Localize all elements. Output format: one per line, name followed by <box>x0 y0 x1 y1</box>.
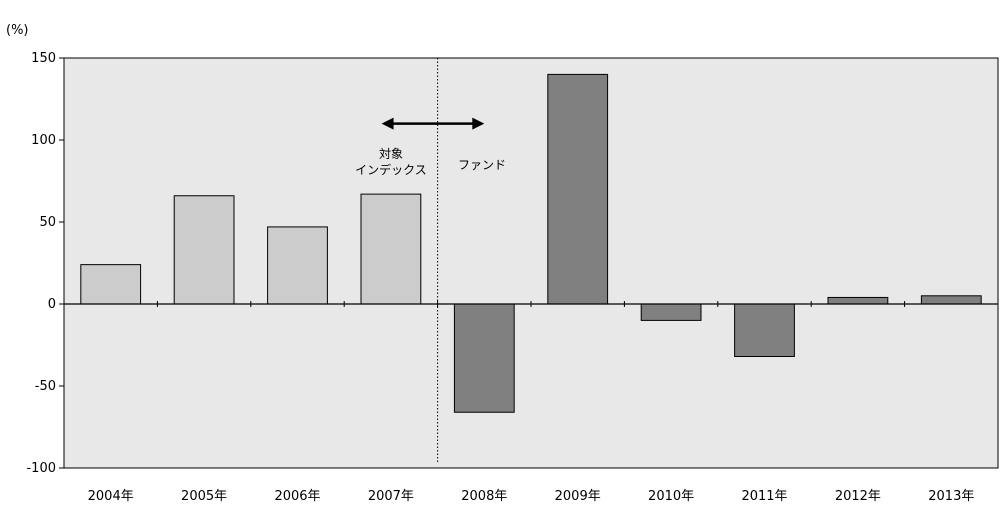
period-arrow-left-head <box>381 117 394 130</box>
bar <box>920 295 982 305</box>
annotation-target-index-line1: 対象 <box>379 147 403 161</box>
x-tick-label: 2012年 <box>835 489 881 504</box>
period-arrow-right-head <box>472 117 485 130</box>
x-tick-label: 2007年 <box>368 489 414 504</box>
y-unit-label: (%) <box>6 23 29 38</box>
plot-area: 150 100 50 0 -50 -100 2004年 2005年 2006年 2007年 2008… <box>26 51 999 504</box>
bar <box>547 73 609 305</box>
x-tick-label: 2013年 <box>928 489 974 504</box>
x-tick-label: 2011年 <box>741 489 787 504</box>
x-tick-label: 2006年 <box>274 489 320 504</box>
bar <box>80 264 142 305</box>
x-tick-label: 2005年 <box>181 489 227 504</box>
bar <box>453 303 515 413</box>
bar <box>360 193 422 305</box>
annotation-target-index-line2: インデックス <box>355 162 427 177</box>
bar <box>267 226 328 305</box>
y-tick-label: -50 <box>35 379 56 394</box>
y-tick-label: 0 <box>48 297 56 312</box>
y-tick-label: -100 <box>26 461 56 476</box>
x-tick-label: 2010年 <box>648 489 694 504</box>
annotation-fund: ファンド <box>458 158 506 172</box>
bar <box>734 303 795 357</box>
y-tick-label: 150 <box>31 51 56 66</box>
y-tick-label: 50 <box>39 215 56 230</box>
y-tick-label: 100 <box>31 133 56 148</box>
x-tick-label: 2009年 <box>555 489 601 504</box>
bar <box>827 296 889 305</box>
bar <box>173 195 235 305</box>
x-tick-label: 2004年 <box>88 489 134 504</box>
x-tick-label: 2008年 <box>461 489 507 504</box>
bar <box>640 303 702 321</box>
